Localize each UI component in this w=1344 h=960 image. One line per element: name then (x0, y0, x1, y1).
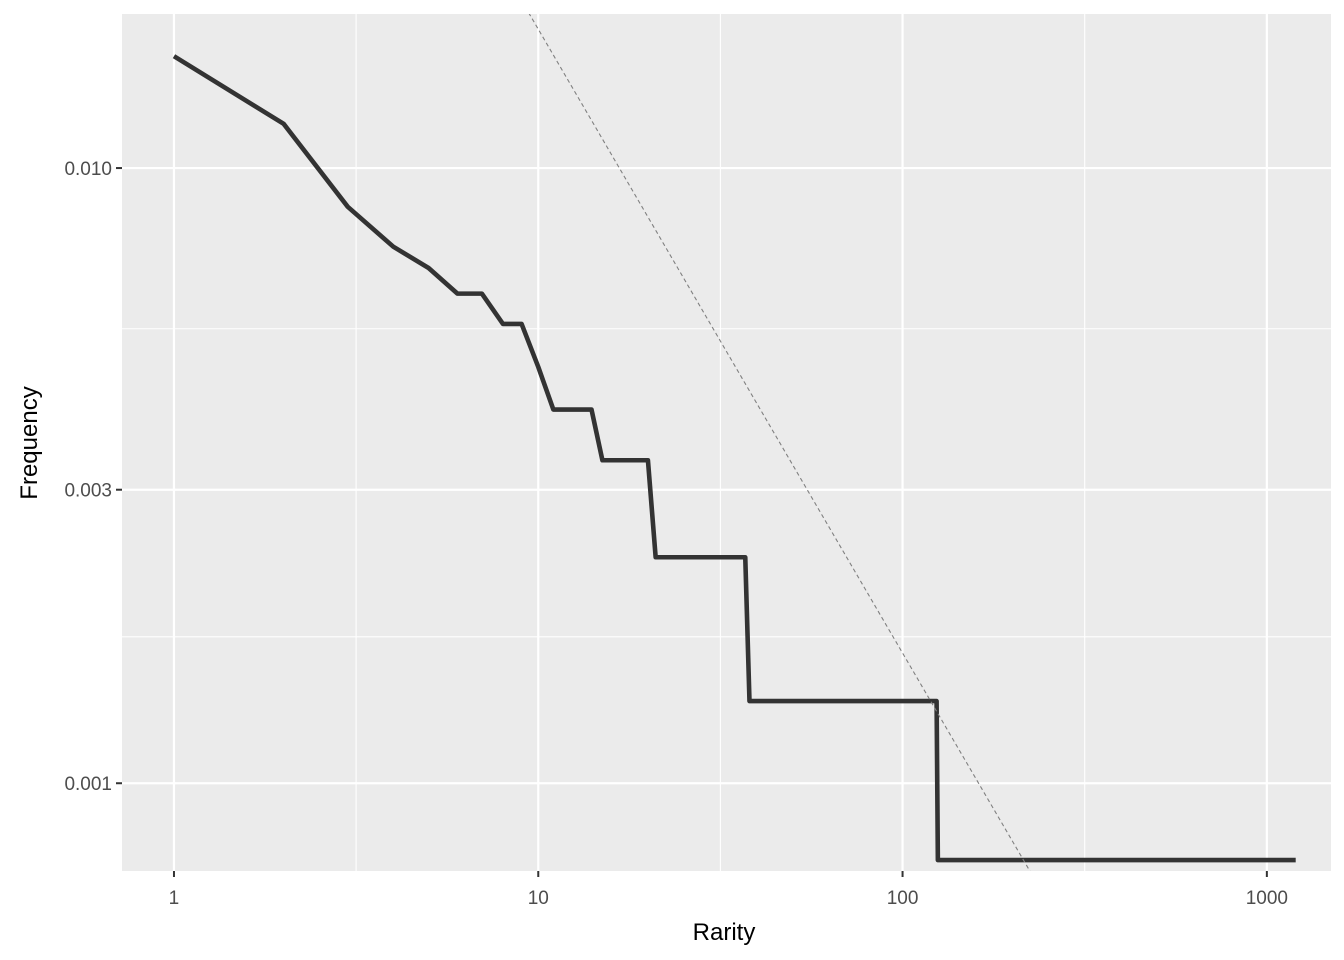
reference-dashed-line (528, 14, 1031, 871)
y-tick-label: 0.003 (64, 481, 112, 502)
axis-ticks (116, 167, 1268, 877)
y-tick-labels: 0.001 0.003 0.010 (64, 159, 112, 795)
y-tick-label: 0.010 (64, 159, 112, 180)
x-tick-label: 100 (887, 888, 919, 909)
data-lines (172, 14, 1296, 871)
x-tick-label: 10 (528, 888, 549, 909)
y-axis-title: Frequency (16, 386, 43, 499)
x-tick-labels: 1 10 100 1000 (169, 888, 1288, 909)
x-axis-title: Rarity (693, 919, 756, 946)
y-tick-label: 0.001 (64, 774, 112, 795)
minor-gridlines (122, 14, 1331, 871)
plot-panel (122, 14, 1331, 871)
frequency-rarity-line (172, 54, 1296, 863)
x-tick-label: 1000 (1246, 888, 1288, 909)
major-gridlines (122, 14, 1331, 871)
x-tick-label: 1 (169, 888, 180, 909)
